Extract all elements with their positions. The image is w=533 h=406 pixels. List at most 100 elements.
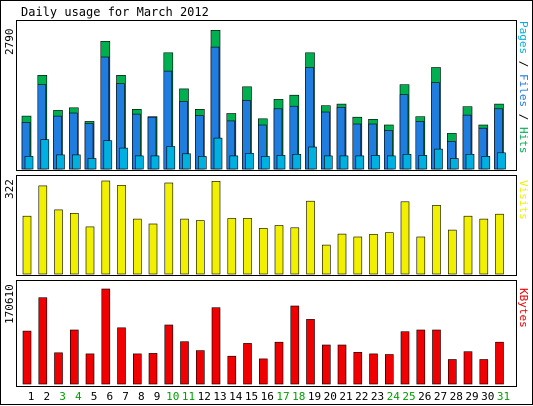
bar-pages-day-21: [339, 155, 349, 170]
bar-visits-day-10: [164, 182, 174, 275]
x-tick-label-day-20: 20: [324, 390, 337, 403]
x-tick-label-day-11: 11: [182, 390, 195, 403]
legend-sep-2: /: [517, 114, 530, 121]
bar-pages-day-29: [465, 154, 475, 170]
legend-files: Files: [517, 74, 530, 107]
bar-visits-day-14: [227, 218, 237, 275]
bar-visits-day-31: [495, 213, 504, 275]
bar-kbytes-day-22: [353, 351, 363, 385]
bar-visits-day-23: [369, 234, 378, 275]
bar-pages-day-10: [166, 146, 176, 170]
x-tick-label-day-13: 13: [213, 390, 226, 403]
bar-kbytes-day-26: [416, 329, 426, 385]
bar-kbytes-day-21: [337, 344, 347, 385]
bar-kbytes-day-14: [227, 355, 237, 385]
legend-hits-panel: Pages / Files / Hits: [517, 21, 530, 154]
bar-kbytes-day-18: [290, 305, 300, 385]
x-tick-label-day-28: 28: [450, 390, 463, 403]
bar-visits-day-7: [117, 185, 126, 275]
bar-kbytes-day-20: [321, 344, 331, 385]
x-tick-label-day-18: 18: [292, 390, 305, 403]
bar-kbytes-day-30: [479, 359, 489, 385]
bar-visits-day-18: [290, 227, 300, 275]
x-tick-label-day-15: 15: [245, 390, 258, 403]
bar-kbytes-day-19: [306, 319, 315, 385]
bar-visits-day-2: [38, 185, 48, 275]
x-tick-label-day-31: 31: [497, 390, 510, 403]
bar-pages-day-14: [229, 155, 239, 170]
bar-kbytes-day-1: [22, 330, 32, 385]
bar-visits-day-28: [447, 229, 457, 275]
bar-kbytes-day-27: [432, 329, 441, 385]
x-tick-label-day-3: 3: [59, 390, 66, 403]
bar-pages-day-20: [323, 155, 333, 170]
x-tick-label-day-7: 7: [122, 390, 129, 403]
x-tick-label-day-30: 30: [481, 390, 494, 403]
bar-pages-day-18: [292, 154, 302, 170]
bar-kbytes-day-15: [243, 343, 252, 385]
bar-pages-day-30: [481, 156, 491, 170]
panel-kbytes-frame: [16, 280, 517, 387]
bar-visits-day-12: [196, 220, 205, 275]
bar-visits-day-9: [148, 223, 158, 275]
bar-pages-day-11: [182, 153, 191, 170]
bar-visits-day-21: [337, 233, 347, 275]
x-tick-label-day-29: 29: [465, 390, 478, 403]
bar-kbytes-day-6: [101, 288, 111, 385]
legend-sep-1: /: [517, 61, 530, 68]
x-tick-label-day-22: 22: [355, 390, 368, 403]
legend-pages: Pages: [517, 21, 530, 54]
bar-pages-day-9: [150, 155, 160, 170]
bar-visits-day-30: [479, 218, 489, 275]
x-tick-label-day-4: 4: [75, 390, 82, 403]
bar-pages-day-5: [87, 158, 97, 170]
legend-kbytes: KBytes: [517, 288, 530, 328]
legend-hits: Hits: [517, 127, 530, 154]
bar-visits-day-24: [384, 232, 394, 275]
bar-visits-day-16: [258, 228, 268, 275]
bar-visits-day-3: [54, 209, 63, 275]
bar-pages-day-23: [371, 155, 380, 170]
bar-kbytes-day-28: [447, 359, 457, 385]
bar-visits-day-8: [133, 218, 142, 275]
bar-kbytes-day-12: [196, 350, 205, 385]
bar-kbytes-day-24: [384, 354, 394, 385]
x-tick-label-day-12: 12: [198, 390, 211, 403]
bar-pages-day-4: [72, 154, 81, 170]
x-tick-label-day-24: 24: [387, 390, 401, 403]
bar-kbytes-day-4: [70, 329, 79, 385]
bar-pages-day-19: [308, 146, 317, 170]
x-tick-label-day-1: 1: [28, 390, 35, 403]
bar-kbytes-day-9: [148, 353, 158, 385]
x-tick-label-day-14: 14: [229, 390, 243, 403]
bar-kbytes-day-3: [54, 352, 63, 385]
bar-pages-day-17: [276, 155, 286, 170]
x-tick-label-day-2: 2: [43, 390, 50, 403]
bar-kbytes-day-10: [164, 324, 174, 385]
bar-pages-day-8: [135, 155, 144, 170]
bar-visits-day-15: [243, 218, 252, 275]
bar-visits-day-27: [432, 205, 441, 275]
bar-visits-day-29: [463, 215, 473, 275]
x-tick-label-day-9: 9: [154, 390, 161, 403]
bar-pages-day-26: [418, 155, 428, 170]
bar-kbytes-day-29: [463, 351, 473, 385]
bar-kbytes-day-17: [274, 341, 284, 385]
x-tick-label-day-25: 25: [402, 390, 415, 403]
panel-hits-ymax-label: 2790: [3, 29, 16, 56]
bar-kbytes-day-25: [400, 331, 410, 385]
bar-visits-day-1: [22, 215, 32, 275]
bar-visits-day-4: [70, 213, 79, 275]
bar-visits-day-22: [353, 236, 363, 275]
bar-pages-day-2: [40, 139, 50, 170]
bar-pages-day-15: [245, 153, 254, 170]
bar-visits-day-19: [306, 200, 315, 275]
bar-kbytes-day-5: [85, 353, 95, 385]
bar-kbytes-day-23: [369, 353, 378, 385]
bar-pages-day-12: [198, 156, 207, 170]
x-tick-label-day-21: 21: [339, 390, 352, 403]
bar-pages-day-6: [103, 140, 113, 170]
bar-pages-day-3: [56, 154, 65, 170]
